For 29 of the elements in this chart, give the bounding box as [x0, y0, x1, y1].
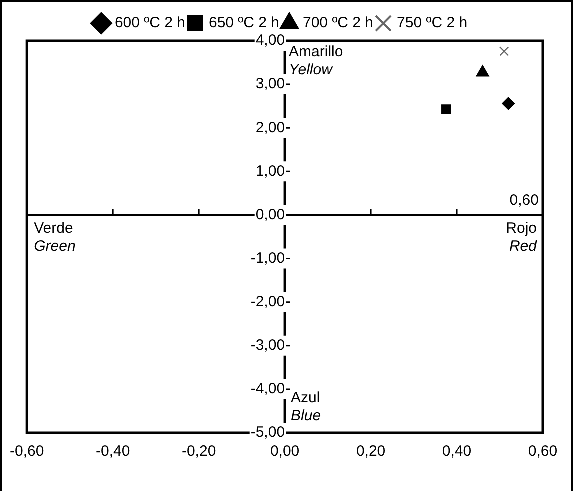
- x-tick-label: 0,00: [270, 443, 300, 460]
- x-tick-label: -0,60: [10, 443, 44, 460]
- x-tick-label: 0,60: [528, 443, 558, 460]
- point: [499, 46, 510, 56]
- annotation: Rojo Red: [506, 220, 538, 255]
- y-tick-label: -2,00: [250, 293, 286, 310]
- x-tick-label: -0,40: [96, 443, 130, 460]
- y-tick-label: 0,00: [256, 206, 286, 224]
- annotation: Amarillo Yellow: [289, 44, 344, 79]
- annotation: 0,60: [510, 192, 539, 209]
- y-tick-label: 4,00: [256, 32, 286, 50]
- legend-label: 600 ºC 2 h: [114, 14, 186, 32]
- y-tick-label: -1,00: [250, 250, 286, 267]
- legend-label: 750 ºC 2 h: [397, 14, 468, 32]
- y-tick-label: -4,00: [250, 380, 286, 398]
- annotation: Verde Green: [34, 220, 76, 255]
- y-tick-label: 2,00: [256, 119, 286, 136]
- y-tick-label: -3,00: [250, 337, 286, 354]
- y-tick-label: -5,00: [250, 424, 286, 442]
- x-tick-label: 0,20: [356, 443, 386, 460]
- legend-label: 700 ºC 2 h: [303, 14, 374, 32]
- point: [502, 97, 516, 110]
- y-tick-label: 3,00: [256, 76, 286, 93]
- annotation: Azul Blue: [291, 390, 322, 425]
- x-tick-label: 0,40: [442, 443, 472, 460]
- x-tick-label: -0,20: [182, 443, 216, 460]
- point: [442, 104, 452, 114]
- y-tick-label: 1,00: [256, 162, 286, 180]
- legend-label: 650 ºC 2 h: [208, 14, 280, 32]
